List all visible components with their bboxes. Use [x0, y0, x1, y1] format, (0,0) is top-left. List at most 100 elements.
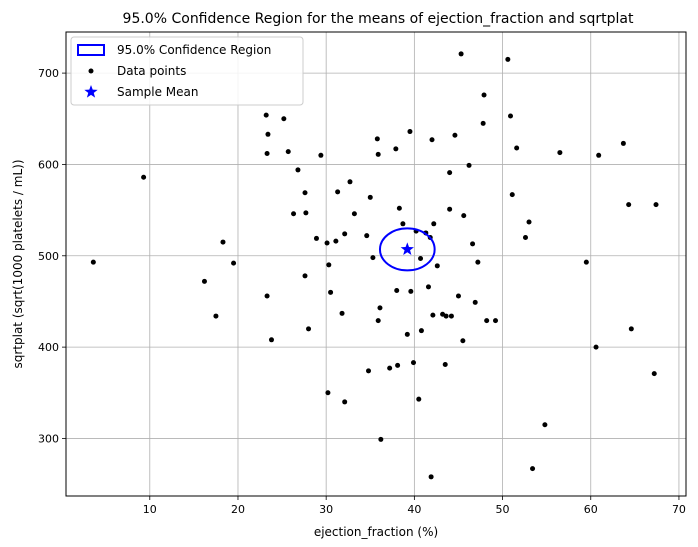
data-point [404, 331, 410, 337]
data-point [201, 278, 207, 284]
data-point [416, 396, 422, 402]
y-tick-label: 600 [38, 158, 59, 171]
data-point [375, 151, 381, 157]
data-point [335, 189, 341, 195]
data-point [377, 305, 383, 311]
x-axis-ticks: 10 20 30 40 50 60 70 [143, 496, 686, 516]
data-point [626, 202, 632, 208]
data-point [593, 344, 599, 350]
data-point [443, 313, 449, 319]
data-point [452, 132, 458, 138]
data-point [557, 150, 563, 156]
y-axis-ticks: 300 400 500 600 700 [38, 67, 66, 445]
data-point [620, 140, 626, 146]
data-point [394, 287, 400, 293]
y-axis-label: sqrtplat (sqrt(1000 platelets / mL)) [11, 159, 25, 368]
data-point [542, 422, 548, 428]
data-point [281, 116, 287, 122]
data-point [231, 260, 237, 266]
legend-point-swatch [88, 68, 94, 74]
x-tick-label: 20 [231, 503, 245, 516]
data-point [303, 210, 309, 216]
data-point [324, 240, 330, 246]
data-point [596, 152, 602, 158]
data-point [472, 299, 478, 305]
data-point [481, 92, 487, 98]
data-point [460, 338, 466, 344]
data-point [393, 146, 399, 152]
y-tick-label: 700 [38, 67, 59, 80]
data-point [475, 259, 481, 265]
data-point [628, 326, 634, 332]
data-point [220, 239, 226, 245]
data-point [651, 371, 657, 377]
x-tick-label: 40 [407, 503, 421, 516]
data-point [374, 136, 380, 142]
data-point [395, 362, 401, 368]
overlay [378, 227, 436, 272]
data-point [418, 328, 424, 334]
data-point [447, 170, 453, 176]
data-point [302, 273, 308, 279]
data-points [90, 51, 659, 480]
data-point [347, 179, 353, 185]
data-point [442, 361, 448, 367]
legend-ellipse-swatch [77, 44, 105, 56]
data-point [430, 312, 436, 318]
data-point [306, 326, 312, 332]
data-point [318, 152, 324, 158]
data-point [522, 235, 528, 241]
x-tick-label: 60 [584, 503, 598, 516]
data-point [425, 284, 431, 290]
data-point [263, 112, 269, 118]
data-point [431, 221, 437, 227]
y-tick-label: 300 [38, 432, 59, 445]
data-point [90, 259, 96, 265]
data-point [342, 231, 348, 237]
legend-box [70, 36, 304, 106]
data-point [448, 313, 454, 319]
data-point [302, 190, 308, 196]
legend-label: Data points [117, 64, 186, 78]
data-point [480, 120, 486, 126]
data-point [507, 113, 513, 119]
plot-frame [65, 31, 687, 497]
data-point [466, 162, 472, 168]
data-point [526, 219, 532, 225]
data-point [407, 129, 413, 135]
data-point [213, 313, 219, 319]
y-tick-label: 400 [38, 341, 59, 354]
x-tick-label: 10 [143, 503, 157, 516]
data-point [583, 259, 589, 265]
data-point [509, 192, 515, 198]
data-point [429, 137, 435, 143]
data-point [375, 318, 381, 324]
data-point [378, 436, 384, 442]
data-point [333, 238, 339, 244]
confidence-ellipse [378, 227, 436, 272]
data-point [514, 145, 520, 151]
data-point [325, 390, 331, 396]
data-point [285, 149, 291, 155]
legend-label: 95.0% Confidence Region [117, 43, 271, 57]
data-point [141, 174, 147, 180]
data-point [470, 241, 476, 247]
x-tick-label: 30 [319, 503, 333, 516]
data-point [264, 293, 270, 299]
chart-title: 95.0% Confidence Region for the means of… [123, 11, 634, 27]
legend: 95.0% Confidence Region Data points Sample… [70, 36, 304, 106]
data-point [458, 51, 464, 57]
data-point [484, 318, 490, 324]
data-point [326, 262, 332, 268]
data-point [387, 365, 393, 371]
data-point [367, 194, 373, 200]
data-point [530, 466, 536, 472]
data-point [493, 318, 499, 324]
data-point [410, 360, 416, 366]
y-tick-label: 500 [38, 250, 59, 263]
data-point [400, 221, 406, 227]
data-point [447, 206, 453, 212]
data-point [461, 213, 467, 219]
data-point [313, 235, 319, 241]
